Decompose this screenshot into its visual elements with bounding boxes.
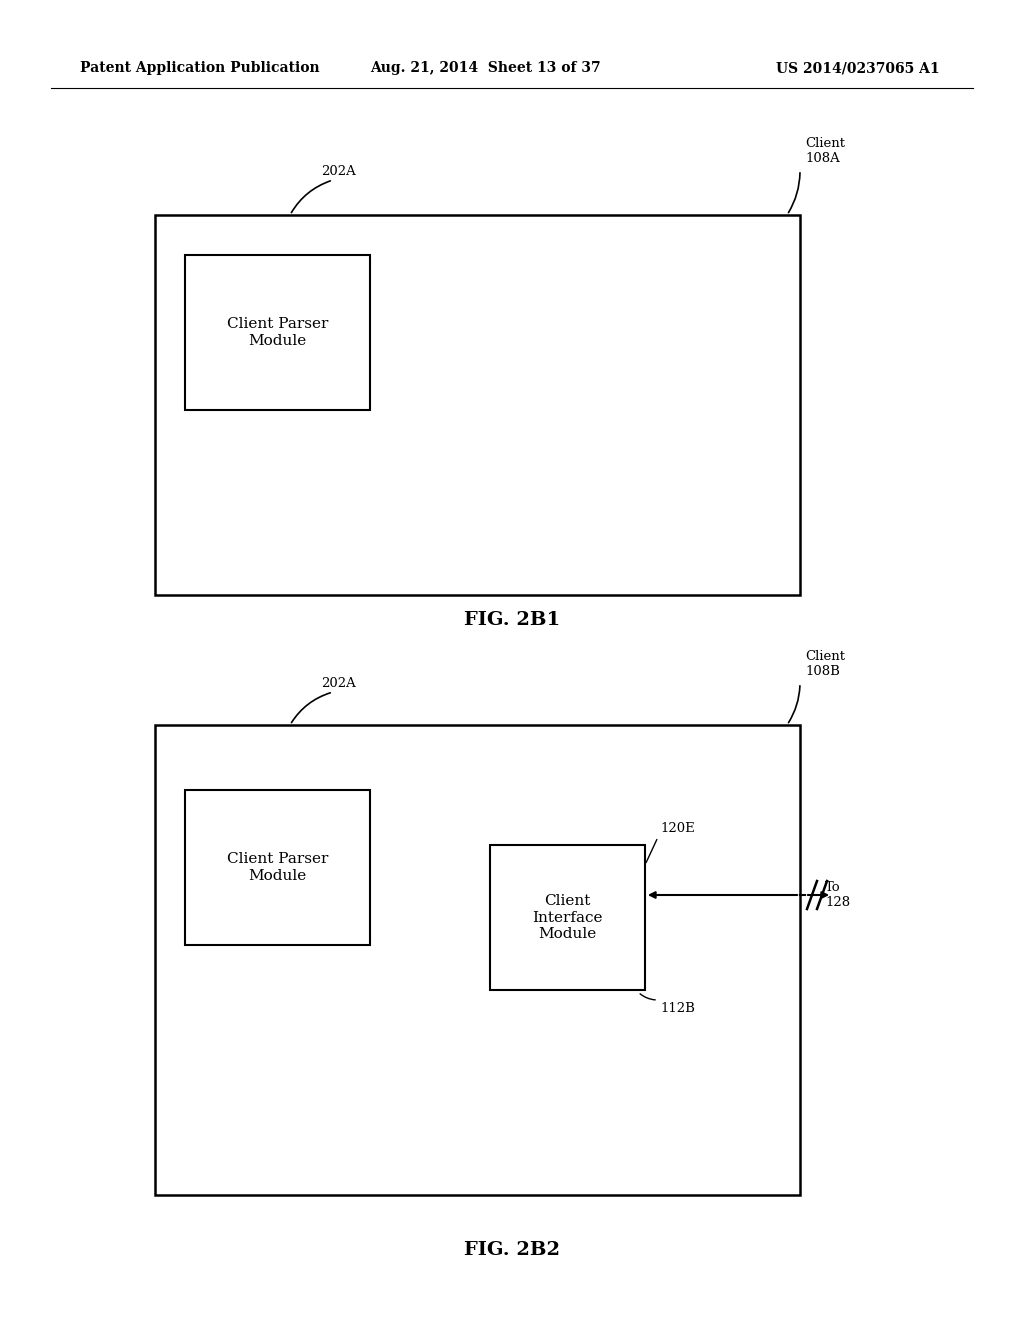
Bar (185, 789, 370, 945)
Text: FIG. 2B2: FIG. 2B2 (464, 1241, 560, 1259)
Text: 112B: 112B (660, 1002, 695, 1015)
Bar (490, 845, 645, 990)
FancyArrowPatch shape (788, 686, 800, 722)
Bar (155, 725, 800, 1195)
FancyArrowPatch shape (788, 173, 800, 213)
Bar (155, 215, 800, 595)
FancyArrowPatch shape (292, 693, 331, 722)
Text: US 2014/0237065 A1: US 2014/0237065 A1 (776, 61, 940, 75)
FancyArrowPatch shape (650, 892, 798, 898)
Text: Aug. 21, 2014  Sheet 13 of 37: Aug. 21, 2014 Sheet 13 of 37 (370, 61, 601, 75)
Text: Client Parser
Module: Client Parser Module (226, 317, 328, 347)
Text: Client Parser
Module: Client Parser Module (226, 853, 328, 883)
Text: Client
108B: Client 108B (805, 649, 845, 678)
Text: 202A: 202A (321, 677, 355, 690)
Text: Patent Application Publication: Patent Application Publication (80, 61, 319, 75)
FancyArrowPatch shape (640, 994, 655, 999)
Text: Client
108A: Client 108A (805, 137, 845, 165)
Text: 120E: 120E (660, 822, 694, 836)
Text: 202A: 202A (321, 165, 355, 178)
FancyArrowPatch shape (646, 840, 656, 862)
FancyArrowPatch shape (292, 181, 331, 213)
Text: To
128: To 128 (825, 880, 850, 909)
Text: FIG. 2B1: FIG. 2B1 (464, 611, 560, 630)
Text: Client
Interface
Module: Client Interface Module (532, 895, 603, 941)
Bar (185, 255, 370, 411)
FancyArrowPatch shape (808, 892, 827, 898)
